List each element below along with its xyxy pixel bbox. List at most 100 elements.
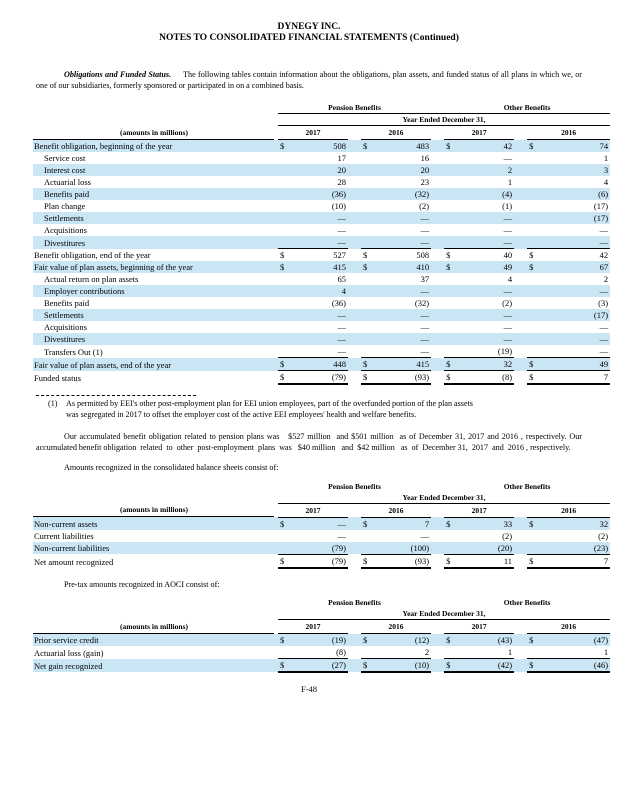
currency-symbol (361, 309, 374, 321)
currency-symbol (278, 164, 291, 176)
currency-symbol: $ (527, 633, 541, 646)
value-cell: (27) (291, 658, 348, 673)
column-gap (514, 139, 528, 152)
value-cell: 7 (540, 370, 611, 385)
value-cell: 20 (374, 164, 432, 176)
currency-symbol: $ (278, 658, 291, 673)
column-gap (514, 503, 527, 517)
column-gap (348, 224, 361, 236)
value-cell: 2 (603, 274, 609, 284)
value-cell: (100) (374, 541, 432, 554)
currency-symbol (361, 345, 374, 358)
column-gap (514, 357, 528, 371)
value-cell: (36) (291, 188, 348, 200)
column-gap (348, 236, 361, 249)
table-row: Benefit obligation, end of the year $527 $… (33, 248, 611, 261)
currency-symbol (278, 530, 291, 542)
value-cell: (17) (593, 201, 609, 211)
value-cell: (79) (291, 370, 348, 385)
currency-symbol: $ (527, 553, 541, 569)
value-cell: 4 (603, 177, 609, 187)
column-gap (348, 554, 361, 568)
value-cell: (42) (457, 658, 515, 673)
other-benefits-group-header: Other Benefits (444, 102, 611, 114)
currency-symbol: $ (278, 633, 291, 646)
value-cell: (10) (374, 658, 432, 673)
table-row: Net gain recognized $ (27) $ (10) $ (42) $ (46) (33, 658, 611, 673)
column-gap (514, 297, 527, 309)
value-cell: 28 (337, 177, 347, 187)
value-cell: (2) (419, 201, 430, 211)
period-header-row: Year Ended December 31, (33, 113, 611, 126)
year-column-header: 2016 (527, 619, 611, 634)
year-column-header: 2016 (527, 125, 611, 140)
row-label: Benefits paid (44, 298, 90, 308)
column-gap (514, 188, 528, 200)
currency-symbol (361, 541, 374, 554)
column-gap (514, 273, 527, 285)
column-gap (431, 164, 445, 176)
currency-symbol (527, 212, 541, 224)
table-row: Funded status $ (79) $ (93) $ (8) $7 (33, 370, 611, 385)
table-row: Benefits paid (36) (32) (4) (6) (33, 188, 611, 200)
value-cell: — (420, 346, 430, 356)
value-cell: 20 (291, 164, 348, 176)
value-cell: (36) (331, 298, 346, 308)
value-cell: — (540, 236, 611, 249)
value-cell: — (291, 236, 348, 249)
benefit-group-header-row: Pension Benefits Other Benefits (33, 597, 610, 608)
value-cell: — (503, 153, 513, 163)
value-cell: — (374, 236, 432, 249)
column-gap (431, 345, 444, 358)
table-row: Actual return on plan assets 65 37 4 2 (33, 273, 610, 285)
column-gap (348, 345, 361, 358)
column-gap (348, 321, 361, 333)
year-column-header: 2017 (444, 619, 515, 634)
table-row: Settlements — — — (17) (33, 212, 611, 224)
page-number: F-48 (300, 684, 318, 694)
year-column-header: 2017 (444, 503, 515, 518)
currency-symbol (278, 152, 291, 164)
row-label: Actuarial loss (gain) (34, 647, 104, 658)
column-gap (348, 357, 361, 371)
value-cell: 448 (291, 357, 348, 371)
column-gap (431, 176, 444, 188)
value-cell: (93) (374, 370, 432, 385)
period-header-row: Year Ended December 31, (33, 608, 611, 620)
currency-symbol: $ (361, 370, 374, 385)
intro-text: The following tables contain information… (36, 70, 583, 90)
column-gap (514, 333, 528, 345)
year-column-header: 2016 (361, 619, 432, 634)
column-gap (431, 309, 445, 321)
table-row: Fair value of plan assets, beginning of … (33, 261, 611, 273)
value-cell: — (599, 346, 609, 356)
value-cell: (19) (291, 633, 348, 646)
value-cell: — (457, 285, 515, 297)
value-cell: 67 (540, 261, 611, 273)
currency-symbol: $ (527, 261, 541, 273)
value-cell: (8) (336, 647, 346, 657)
column-gap (514, 620, 527, 634)
other-benefits-group-header: Other Benefits (503, 481, 551, 491)
row-label: Funded status (34, 373, 81, 383)
column-gap (348, 541, 361, 554)
value-cell: 415 (291, 261, 348, 273)
other-benefits-group-header: Other Benefits (503, 598, 551, 607)
table-row: Net amount recognized $ (79) $ (93) $11 $7 (33, 553, 611, 569)
column-gap (431, 554, 444, 568)
currency-symbol (527, 164, 541, 176)
value-cell: 1 (603, 647, 609, 657)
currency-symbol (361, 530, 374, 542)
currency-symbol (361, 188, 374, 200)
currency-symbol (444, 164, 458, 176)
currency-symbol: $ (361, 248, 374, 261)
currency-symbol (444, 152, 457, 164)
value-cell: 2 (424, 647, 430, 657)
currency-symbol (278, 309, 291, 321)
column-gap (514, 658, 528, 672)
header-spacer (33, 608, 278, 620)
currency-symbol (361, 297, 374, 309)
value-cell: — (457, 333, 515, 345)
intro-paragraph: Obligations and Funded Status. The follow… (36, 70, 582, 91)
currency-symbol (278, 224, 291, 236)
